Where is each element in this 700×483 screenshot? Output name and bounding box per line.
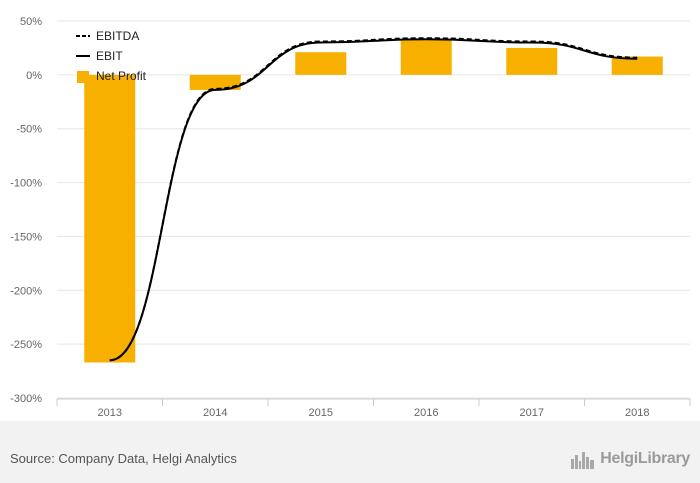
x-tick-label: 2015: [309, 407, 333, 419]
y-tick-label: 50%: [20, 16, 42, 28]
x-tick-label: 2013: [98, 407, 122, 419]
y-tick-label: -150%: [10, 231, 42, 243]
x-tick-label: 2014: [203, 407, 227, 419]
city-skyline-icon: [571, 452, 595, 469]
y-tick-label: -300%: [10, 393, 42, 405]
bar-net-profit: [189, 74, 241, 90]
series-lines: [109, 37, 638, 362]
net-profit-bars: [84, 39, 663, 363]
y-axis: 50% 0% -50% -100% -150% -200% -250% -300%: [10, 16, 42, 405]
x-axis: 2013 2014 2015 2016 2017 2018: [56, 398, 691, 419]
bar-net-profit: [295, 52, 347, 75]
x-tick-label: 2016: [414, 407, 438, 419]
bar-net-profit: [400, 39, 452, 75]
brand-name: HelgiLibrary: [600, 450, 690, 467]
grid-lines: [57, 20, 690, 399]
bar-net-profit: [611, 56, 663, 75]
legend-label: EBIT: [96, 49, 123, 63]
y-tick-label: -200%: [10, 285, 42, 297]
y-tick-label: 0%: [26, 70, 42, 82]
bar-net-profit: [84, 74, 136, 363]
y-tick-label: -50%: [16, 124, 42, 136]
bar-net-profit: [506, 47, 558, 75]
legend: EBITDA EBIT Net Profit: [76, 29, 147, 83]
x-tick-label: 2018: [625, 407, 649, 419]
chart: 50%0%-50%-100%-150%-200%-250%-300% 2013 2…: [10, 16, 691, 419]
source-note: Source: Company Data, Helgi Analytics: [10, 451, 237, 466]
line-ebitda: [109, 37, 638, 362]
legend-swatch-bar: [77, 71, 89, 83]
x-tick-label: 2017: [520, 407, 544, 419]
y-tick-label: -100%: [10, 178, 42, 190]
brand-logo: HelgiLibrary: [570, 448, 690, 470]
line-ebit: [109, 38, 638, 362]
y-tick-label: -250%: [10, 339, 42, 351]
legend-label: EBITDA: [96, 29, 139, 43]
legend-label: Net Profit: [96, 69, 147, 83]
